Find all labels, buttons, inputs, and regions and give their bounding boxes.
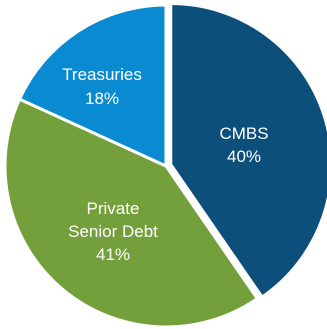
pie-slices [3,2,327,329]
slice-label-private-line1: Private [87,199,140,218]
slice-value-cmbs: 40% [227,147,261,166]
pie-slice-private [3,97,259,329]
pie-slice-cmbs [169,2,327,299]
slice-label-treasuries: Treasuries [62,65,142,84]
slice-label-private-line2: Senior Debt [68,222,158,241]
slice-value-treasuries: 18% [85,89,119,108]
slice-value-private: 41% [96,245,130,264]
pie-slice-treasuries [18,3,168,168]
slice-label-cmbs: CMBS [219,124,268,143]
